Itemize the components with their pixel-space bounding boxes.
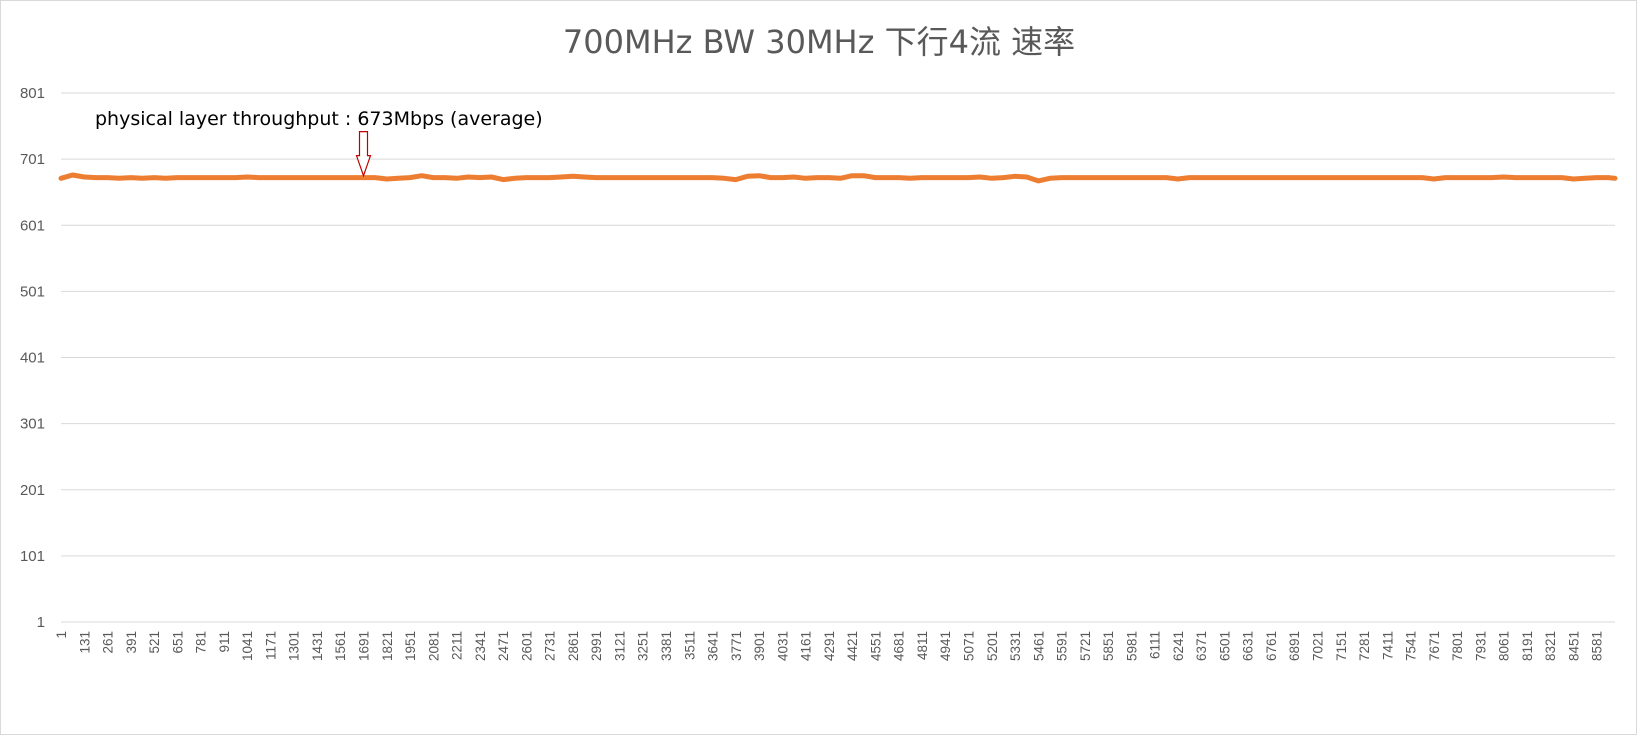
x-tick-label: 1041 bbox=[240, 631, 255, 661]
x-tick-label: 5721 bbox=[1078, 631, 1093, 661]
x-axis-ticks: 1 131 261 391 521 651 781 911 1041 1171 1301 1431 15… bbox=[54, 631, 1605, 661]
x-tick-label: 5331 bbox=[1008, 631, 1023, 661]
x-tick-label: 261 bbox=[101, 631, 116, 654]
y-tick-label: 701 bbox=[20, 151, 45, 168]
x-tick-label: 1431 bbox=[310, 631, 325, 661]
y-tick-label: 801 bbox=[20, 85, 45, 102]
x-tick-label: 3771 bbox=[729, 631, 744, 661]
x-tick-label: 6761 bbox=[1264, 631, 1279, 661]
x-tick-label: 4291 bbox=[822, 631, 837, 661]
x-tick-label: 2341 bbox=[473, 631, 488, 661]
x-tick-label: 8451 bbox=[1566, 631, 1581, 661]
annotation-layer: physical layer throughput : 673Mbps (ave… bbox=[95, 108, 543, 178]
x-tick-label: 6111 bbox=[1148, 631, 1163, 659]
x-tick-label: 5981 bbox=[1124, 631, 1139, 661]
x-tick-label: 781 bbox=[194, 631, 209, 654]
x-tick-label: 1171 bbox=[263, 631, 278, 660]
x-tick-label: 6241 bbox=[1171, 631, 1186, 661]
x-tick-label: 5201 bbox=[985, 631, 1000, 661]
x-tick-label: 2081 bbox=[426, 631, 441, 661]
annotation-label: physical layer throughput : 673Mbps (ave… bbox=[95, 108, 543, 130]
x-tick-label: 2471 bbox=[496, 631, 511, 661]
annotation-arrow-icon bbox=[355, 131, 372, 178]
x-tick-label: 1951 bbox=[403, 631, 418, 661]
x-tick-label: 4421 bbox=[845, 631, 860, 661]
x-tick-label: 8061 bbox=[1497, 631, 1512, 661]
x-tick-label: 2991 bbox=[589, 631, 604, 661]
x-tick-label: 4681 bbox=[892, 631, 907, 661]
x-tick-label: 2731 bbox=[543, 631, 558, 661]
gridlines bbox=[61, 92, 1615, 623]
series-line-0 bbox=[58, 172, 1618, 184]
x-tick-label: 8321 bbox=[1543, 631, 1558, 661]
y-tick-label: 401 bbox=[20, 350, 45, 367]
x-tick-label: 7281 bbox=[1357, 631, 1372, 661]
y-tick-label: 301 bbox=[20, 416, 45, 433]
x-tick-label: 7931 bbox=[1473, 631, 1488, 661]
x-tick-label: 4811 bbox=[915, 631, 930, 660]
y-tick-label: 501 bbox=[20, 283, 45, 300]
x-tick-label: 5071 bbox=[961, 631, 976, 661]
y-tick-label: 601 bbox=[20, 217, 45, 234]
x-tick-label: 3901 bbox=[752, 631, 767, 661]
x-tick-label: 1821 bbox=[380, 631, 395, 661]
x-tick-label: 651 bbox=[170, 631, 185, 654]
x-tick-label: 3251 bbox=[636, 631, 651, 661]
x-tick-label: 3641 bbox=[706, 631, 721, 661]
x-tick-label: 7801 bbox=[1450, 631, 1465, 661]
x-tick-label: 911 bbox=[217, 631, 232, 653]
x-tick-label: 5591 bbox=[1055, 631, 1070, 661]
x-tick-label: 8191 bbox=[1520, 631, 1535, 661]
x-tick-label: 5851 bbox=[1101, 631, 1116, 661]
x-tick-label: 2861 bbox=[566, 631, 581, 661]
x-tick-label: 391 bbox=[124, 631, 139, 654]
x-tick-label: 7151 bbox=[1334, 631, 1349, 661]
x-tick-label: 6501 bbox=[1217, 631, 1232, 661]
x-tick-label: 7411 bbox=[1380, 631, 1395, 660]
x-tick-label: 2601 bbox=[519, 631, 534, 661]
x-tick-label: 7021 bbox=[1311, 631, 1326, 661]
x-tick-label: 7671 bbox=[1427, 631, 1442, 661]
x-tick-label: 3381 bbox=[659, 631, 674, 661]
chart-title: 700MHz BW 30MHz 下行4流 速率 bbox=[563, 23, 1075, 61]
x-tick-label: 4941 bbox=[938, 631, 953, 661]
x-tick-label: 1561 bbox=[333, 631, 348, 661]
x-tick-label: 3121 bbox=[612, 631, 627, 661]
x-tick-label: 6891 bbox=[1287, 631, 1302, 661]
x-tick-label: 4161 bbox=[799, 631, 814, 661]
x-tick-label: 7541 bbox=[1404, 631, 1419, 661]
y-tick-label: 101 bbox=[20, 548, 45, 565]
x-tick-label: 4551 bbox=[868, 631, 883, 661]
x-tick-label: 1691 bbox=[356, 631, 371, 661]
x-tick-label: 6371 bbox=[1194, 631, 1209, 661]
y-tick-label: 1 bbox=[37, 614, 45, 631]
x-tick-label: 6631 bbox=[1241, 631, 1256, 661]
series-layer bbox=[58, 172, 1618, 184]
x-tick-label: 4031 bbox=[775, 631, 790, 661]
x-tick-label: 521 bbox=[147, 631, 162, 654]
x-tick-label: 1 bbox=[54, 631, 69, 639]
x-tick-label: 5461 bbox=[1031, 631, 1046, 661]
y-tick-label: 201 bbox=[20, 482, 45, 499]
y-axis-ticks: 1 101 201 301 401 501 601 701 801 bbox=[20, 85, 45, 631]
x-tick-label: 8581 bbox=[1590, 631, 1605, 661]
x-tick-label: 3511 bbox=[682, 631, 697, 660]
x-tick-label: 1301 bbox=[287, 631, 302, 661]
x-tick-label: 131 bbox=[77, 631, 92, 654]
x-tick-label: 2211 bbox=[450, 631, 465, 660]
